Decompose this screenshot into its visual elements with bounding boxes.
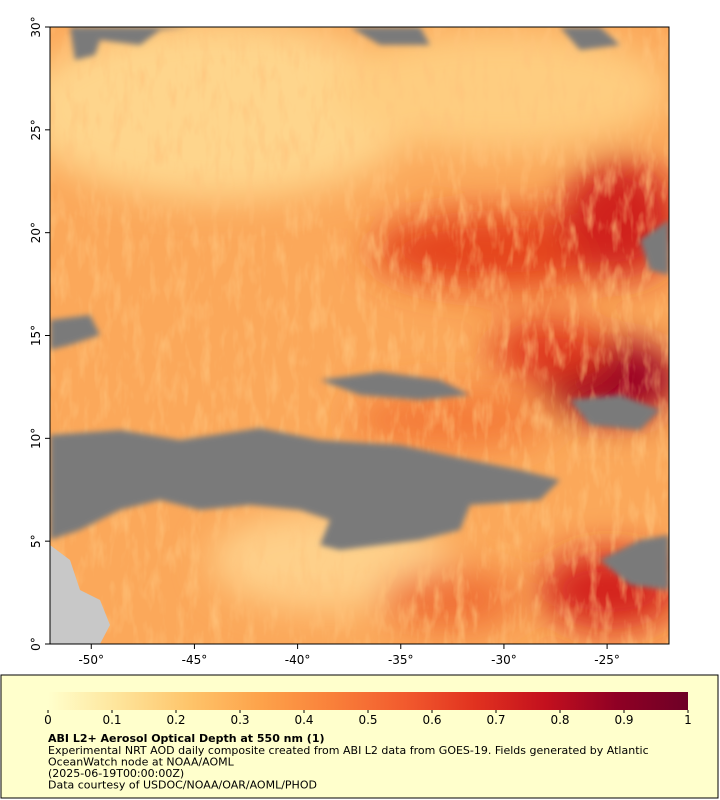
caption: Experimental NRT AOD daily composite cre… (48, 744, 649, 792)
colorbar-tick-label: 0.8 (550, 713, 569, 727)
colorbar-tick-label: 0.4 (294, 713, 313, 727)
colorbar-tick-label: 0.6 (422, 713, 441, 727)
aod-map (50, 27, 669, 644)
colorbar-tick-label: 0.7 (486, 713, 505, 727)
colorbar-tick-label: 0.3 (230, 713, 249, 727)
colorbar-tick-label: 0.5 (358, 713, 377, 727)
y-tick-label: 10° (29, 428, 43, 449)
x-tick-label: -45° (182, 653, 208, 667)
caption-line: OceanWatch node at NOAA/AOML (48, 756, 235, 769)
y-tick-label: 20° (29, 222, 43, 243)
y-tick-label: 25° (29, 119, 43, 140)
caption-title: ABI L2+ Aerosol Optical Depth at 550 nm … (48, 732, 325, 745)
caption-line: (2025-06-19T00:00:00Z) (48, 767, 184, 780)
caption-line: Experimental NRT AOD daily composite cre… (48, 744, 649, 757)
y-tick-label: 0° (29, 637, 43, 651)
x-tick-label: -25° (594, 653, 620, 667)
colorbar-tick-label: 0 (44, 713, 52, 727)
y-tick-label: 15° (29, 325, 43, 346)
colorbar-tick-label: 0.1 (102, 713, 121, 727)
y-tick-label: 5° (29, 534, 43, 548)
caption-line: Data courtesy of USDOC/NOAA/OAR/AOML/PHO… (48, 779, 317, 792)
colorbar-tick-label: 0.9 (614, 713, 633, 727)
colorbar-tick-label: 0.2 (166, 713, 185, 727)
x-tick-label: -50° (78, 653, 104, 667)
y-tick-label: 30° (29, 16, 43, 37)
x-tick-label: -30° (491, 653, 517, 667)
x-tick-label: -35° (388, 653, 414, 667)
colorbar (48, 692, 688, 710)
x-tick-label: -40° (285, 653, 311, 667)
colorbar-tick-label: 1 (684, 713, 692, 727)
